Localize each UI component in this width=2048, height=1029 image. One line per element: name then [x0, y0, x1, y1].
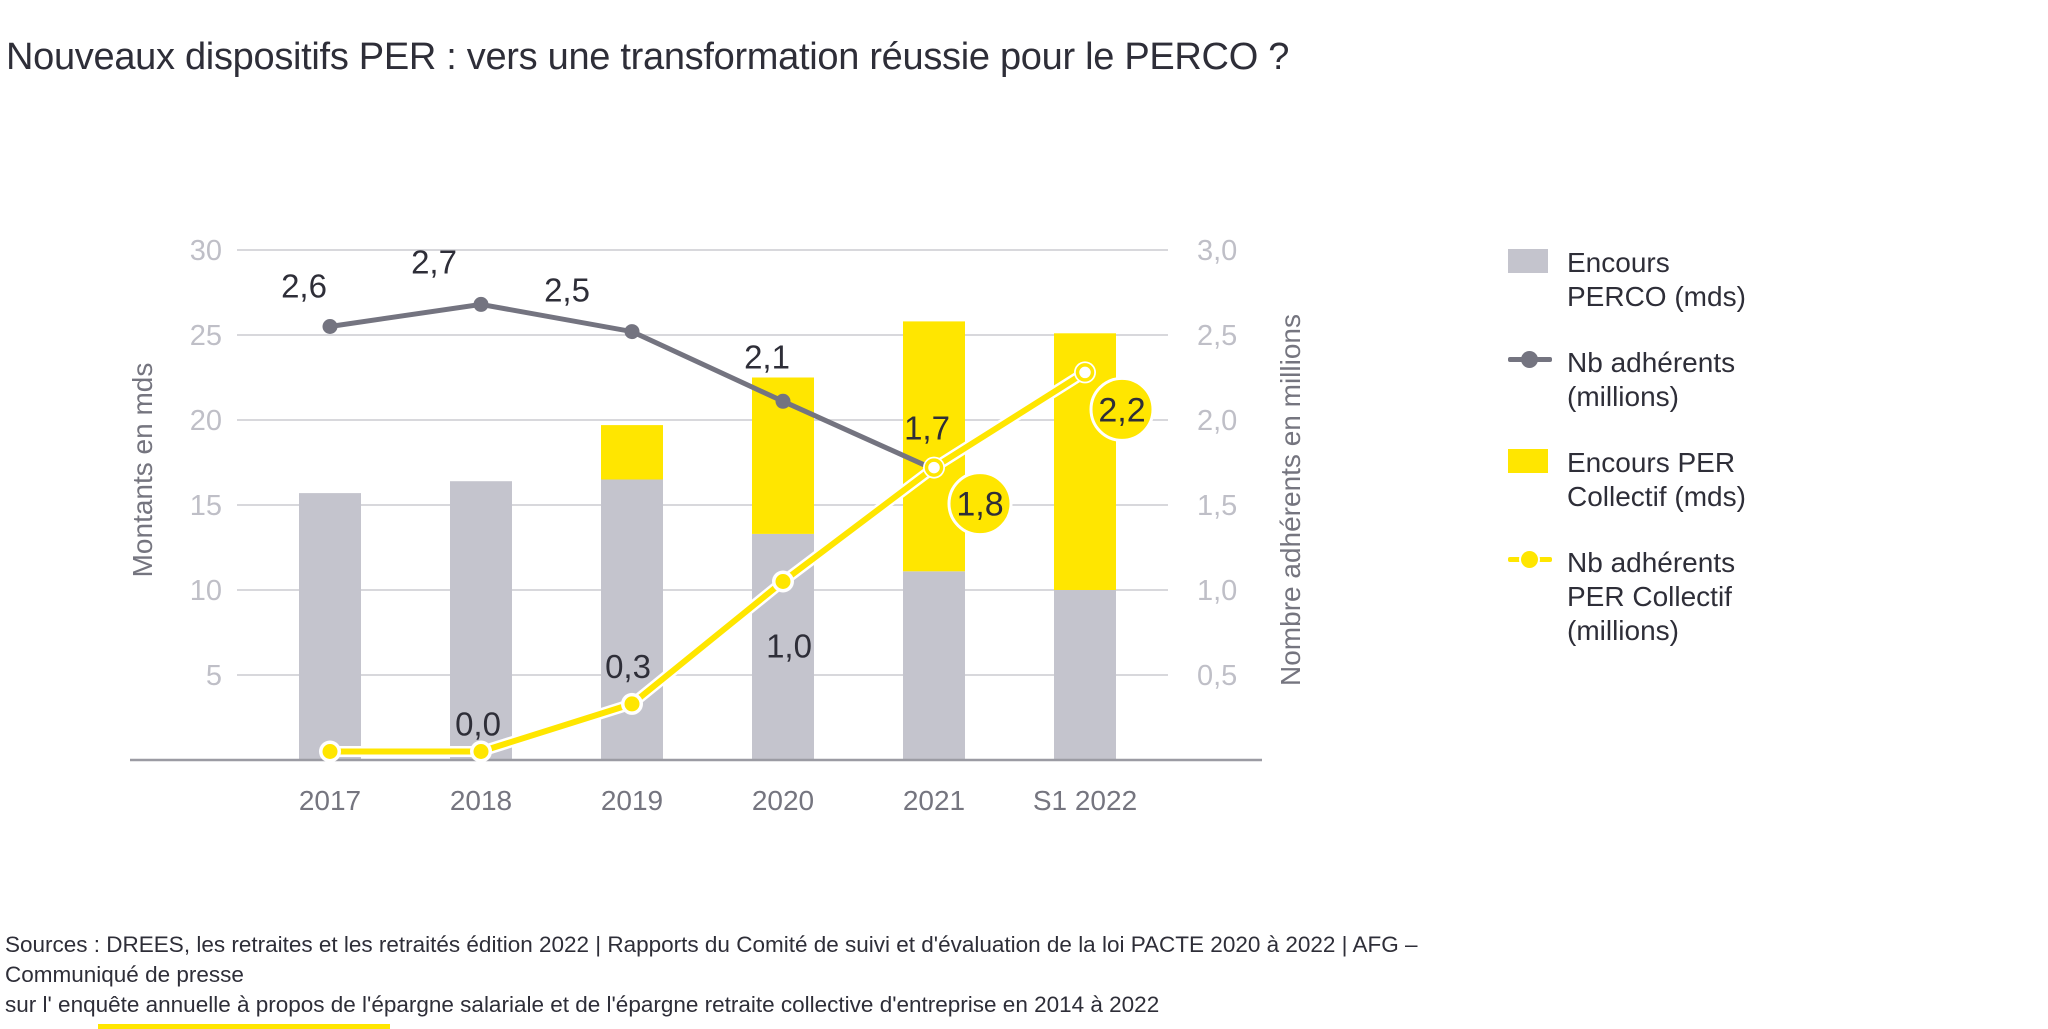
svg-text:1,5: 1,5 — [1197, 490, 1237, 522]
chart-legend: Encours PERCO (mds) Nb adhérents (millio… — [1508, 246, 1868, 680]
svg-text:2020: 2020 — [752, 785, 814, 816]
legend-label: Nb adhérents (millions) — [1567, 347, 1736, 412]
svg-text:2021: 2021 — [903, 785, 965, 816]
svg-text:2,5: 2,5 — [544, 272, 590, 309]
svg-text:0,3: 0,3 — [605, 648, 651, 685]
svg-text:0,0: 0,0 — [455, 706, 501, 743]
svg-text:0,5: 0,5 — [1197, 660, 1237, 692]
svg-text:2,2: 2,2 — [1098, 391, 1145, 429]
svg-text:1,7: 1,7 — [904, 409, 950, 446]
svg-text:S1 2022: S1 2022 — [1033, 785, 1137, 816]
yellow-line-marker-icon — [1508, 546, 1552, 570]
legend-item-encours-per-collectif: Encours PER Collectif (mds) — [1508, 446, 1868, 514]
svg-text:3,0: 3,0 — [1197, 235, 1237, 267]
svg-text:Nombre adhérents en millions: Nombre adhérents en millions — [1275, 314, 1306, 686]
svg-text:10: 10 — [190, 575, 222, 607]
per-combo-chart: 5 10 15 20 25 30 0,5 1,0 1,5 2,0 2,5 3,0 Montants en… — [127, 235, 1306, 816]
legend-label: Encours PER Collectif (mds) — [1567, 447, 1746, 512]
svg-text:1,0: 1,0 — [1197, 575, 1237, 607]
gray-line-marker-icon — [1508, 346, 1552, 370]
bottom-accent-bar — [98, 1024, 390, 1029]
svg-text:25: 25 — [190, 320, 222, 352]
sources-text: Sources : DREES, les retraites et les re… — [5, 932, 1418, 1017]
gray-swatch-icon — [1508, 246, 1552, 273]
svg-text:Montants en mds: Montants en mds — [127, 363, 158, 578]
legend-item-nb-adherents-per-collectif: Nb adhérents PER Collectif (millions) — [1508, 546, 1868, 648]
svg-text:1,8: 1,8 — [956, 486, 1003, 524]
svg-text:2,6: 2,6 — [281, 268, 327, 305]
legend-label: Encours PERCO (mds) — [1567, 247, 1746, 312]
svg-text:2018: 2018 — [450, 785, 512, 816]
svg-text:2017: 2017 — [299, 785, 361, 816]
svg-text:2,5: 2,5 — [1197, 320, 1237, 352]
svg-text:15: 15 — [190, 490, 222, 522]
yellow-swatch-icon — [1508, 446, 1552, 473]
legend-item-nb-adherents: Nb adhérents (millions) — [1508, 346, 1868, 414]
page-title: Nouveaux dispositifs PER : vers une tran… — [6, 36, 1290, 78]
svg-text:2019: 2019 — [601, 785, 663, 816]
svg-text:2,0: 2,0 — [1197, 405, 1237, 437]
svg-text:1,0: 1,0 — [766, 628, 812, 665]
legend-label: Nb adhérents PER Collectif (millions) — [1567, 547, 1736, 646]
svg-text:30: 30 — [190, 235, 222, 267]
svg-text:20: 20 — [190, 405, 222, 437]
legend-item-encours-perco: Encours PERCO (mds) — [1508, 246, 1868, 314]
svg-text:5: 5 — [206, 660, 222, 692]
svg-text:2,1: 2,1 — [744, 338, 790, 375]
svg-text:2,7: 2,7 — [411, 243, 457, 280]
